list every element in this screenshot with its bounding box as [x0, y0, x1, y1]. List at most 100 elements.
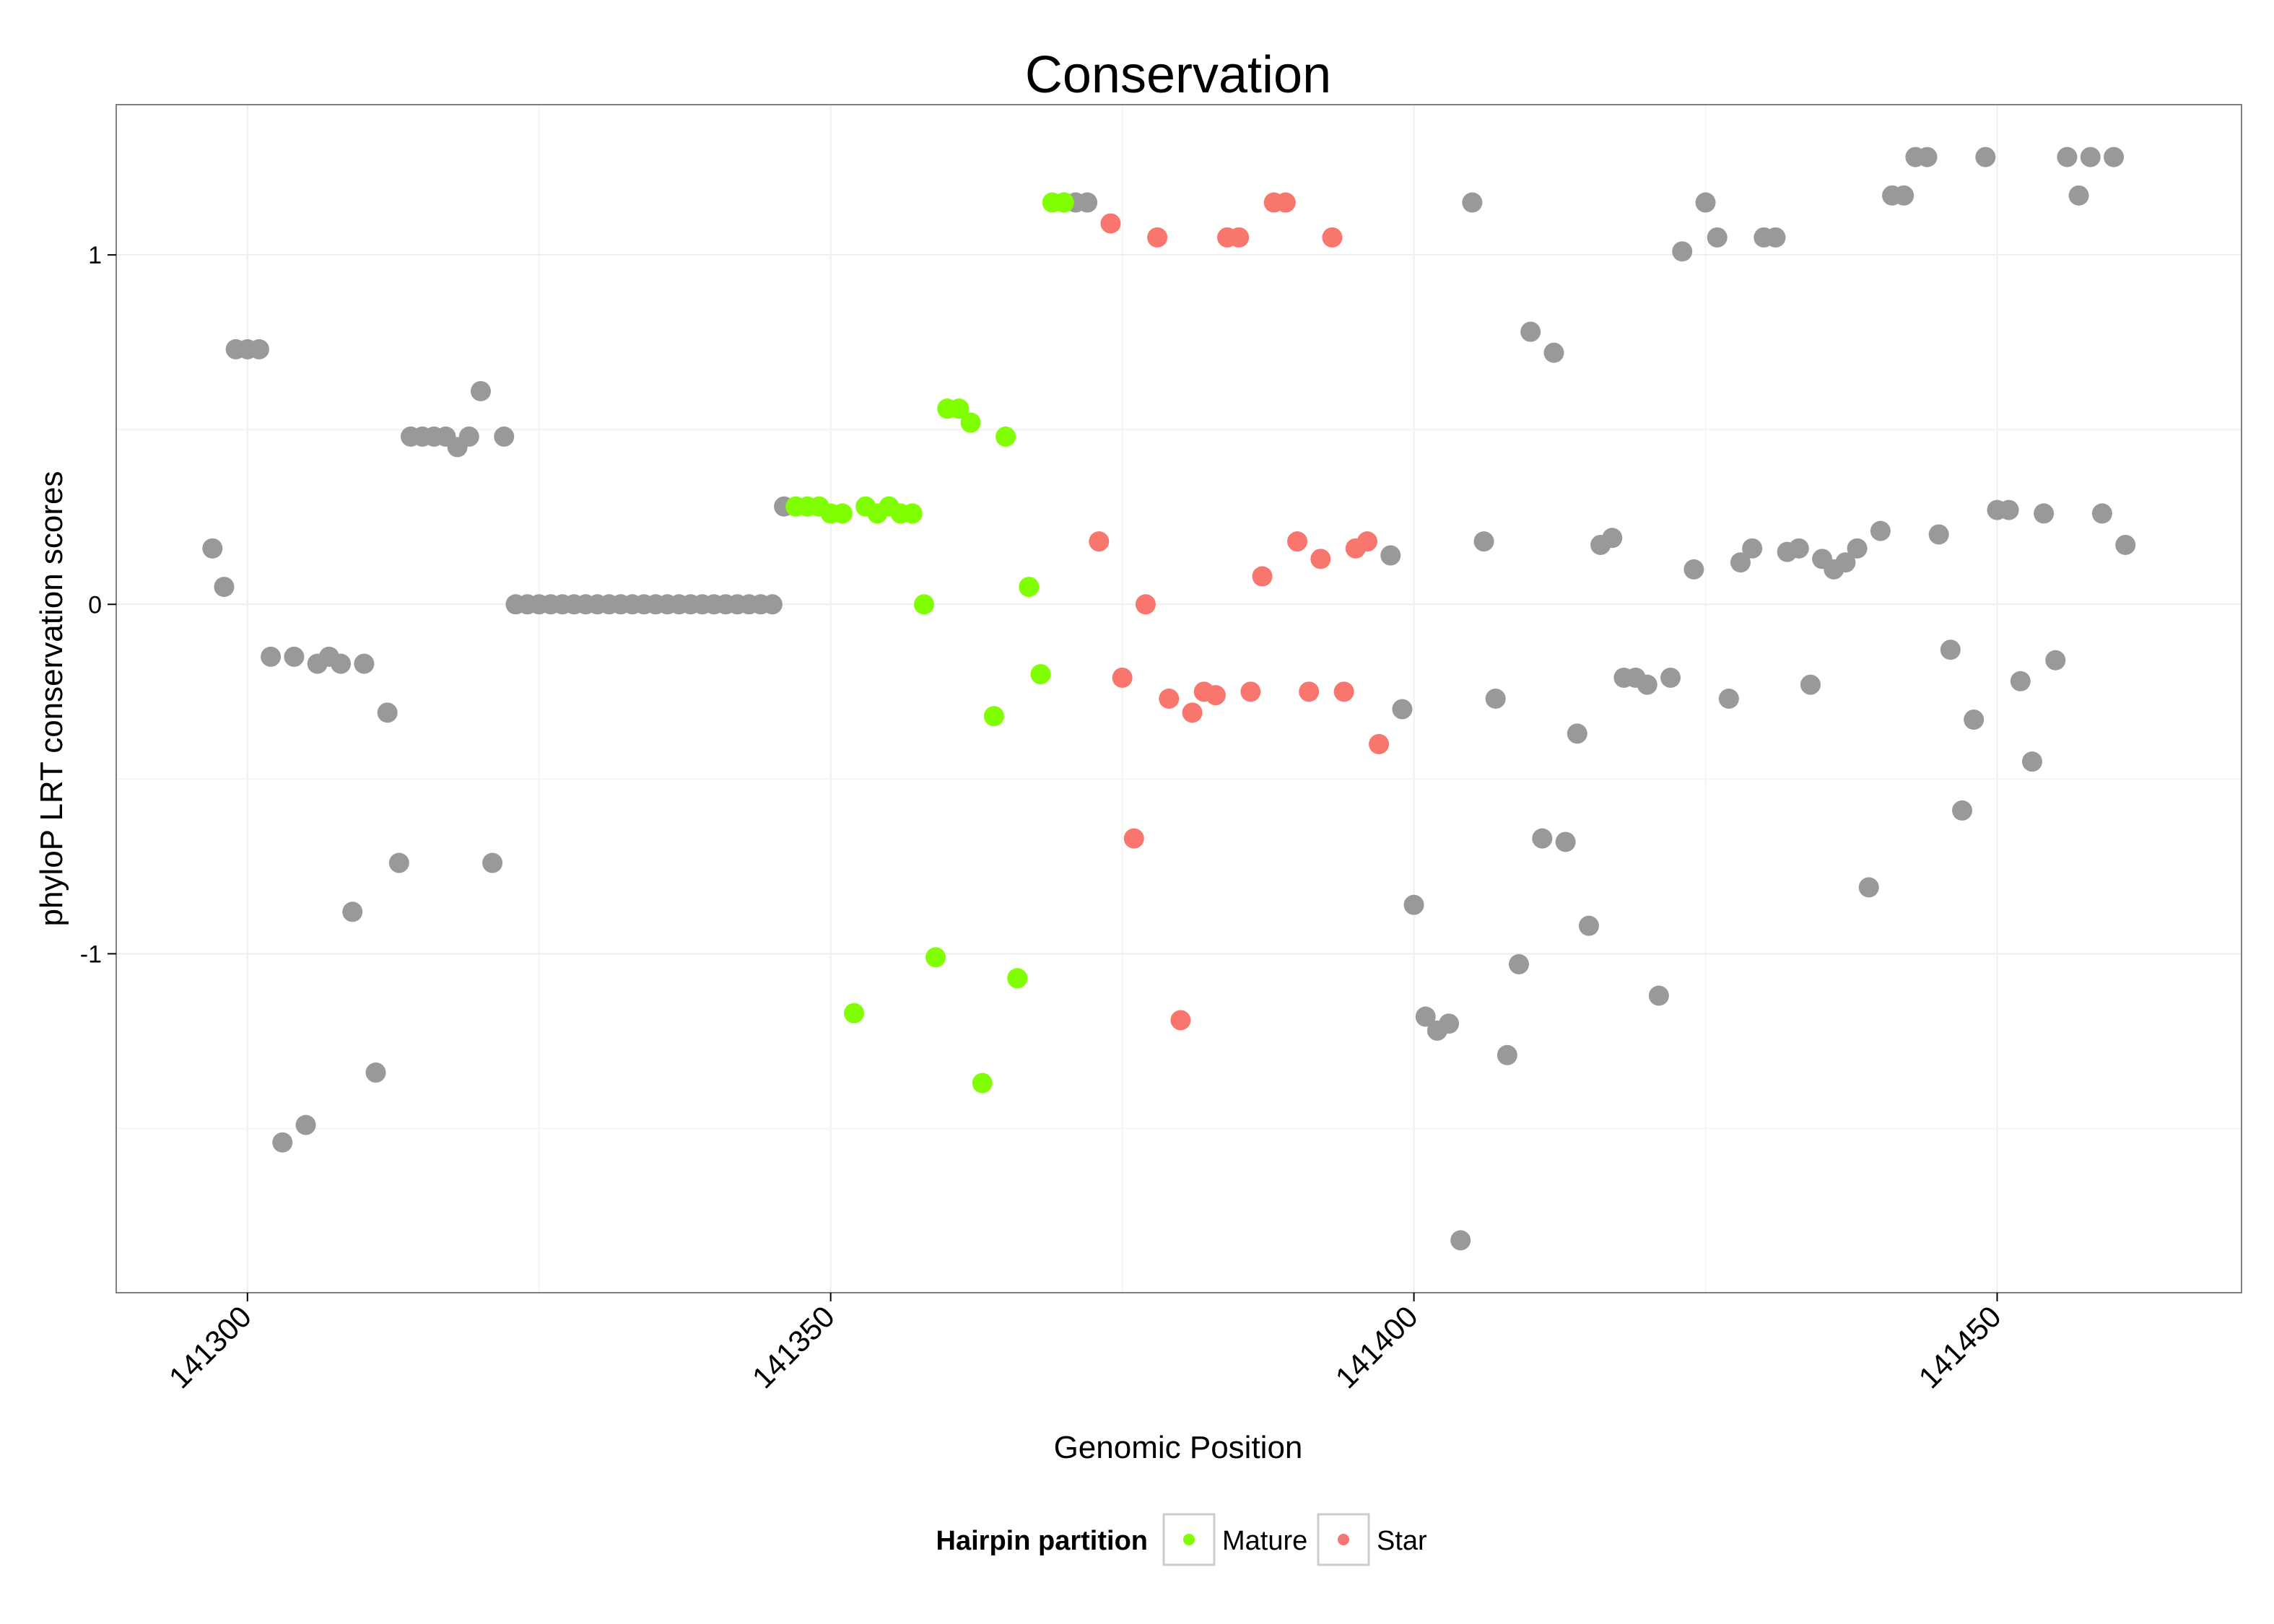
- point-star: [1275, 192, 1296, 213]
- point-star: [1112, 667, 1133, 688]
- point-other: [1707, 227, 1728, 248]
- point-star: [1229, 227, 1250, 248]
- point-star: [1322, 227, 1343, 248]
- point-other: [1497, 1044, 1517, 1065]
- point-other: [1462, 192, 1483, 213]
- y-tick-label: 0: [88, 591, 102, 619]
- point-mature: [1019, 577, 1040, 598]
- point-other: [1800, 674, 1821, 695]
- point-star: [1182, 702, 1203, 723]
- legend: Hairpin partition Mature Star: [936, 1513, 1427, 1566]
- point-star: [1369, 733, 1390, 754]
- point-other: [1567, 723, 1587, 744]
- point-star: [1135, 594, 1156, 615]
- point-other: [1485, 689, 1506, 709]
- point-other: [1392, 699, 1413, 720]
- point-other: [1917, 147, 1938, 167]
- y-axis-ticks: -1 0 1: [80, 242, 116, 968]
- point-other: [1660, 667, 1681, 688]
- point-other: [1730, 552, 1751, 573]
- point-star: [1170, 1010, 1191, 1031]
- point-other: [1683, 559, 1704, 580]
- legend-label-mature: Mature: [1222, 1526, 1307, 1556]
- point-other: [1543, 342, 1564, 363]
- point-other: [1718, 689, 1739, 709]
- point-other: [1847, 538, 1868, 559]
- point-mature: [902, 503, 923, 524]
- point-star: [1159, 689, 1180, 709]
- x-axis-title: Genomic Position: [1054, 1430, 1303, 1465]
- legend-label-star: Star: [1377, 1526, 1427, 1556]
- point-other: [1520, 321, 1541, 342]
- point-mature: [913, 594, 934, 615]
- point-other: [2010, 671, 2031, 691]
- point-other: [1648, 985, 1669, 1006]
- point-star: [1100, 213, 1121, 234]
- point-other: [482, 852, 503, 873]
- point-star: [1147, 227, 1168, 248]
- point-star: [1287, 531, 1308, 552]
- point-other: [1403, 894, 1424, 915]
- point-other: [1555, 831, 1576, 852]
- point-other: [2115, 534, 2136, 555]
- chart-title: Conservation: [1025, 46, 1331, 104]
- point-other: [470, 380, 491, 401]
- point-other: [1077, 192, 1098, 213]
- point-mature: [1030, 664, 1051, 685]
- point-other: [1765, 227, 1786, 248]
- panel-border: [116, 104, 2242, 1293]
- y-tick-label: 1: [88, 242, 102, 269]
- point-other: [1509, 953, 1530, 974]
- point-other: [762, 594, 783, 615]
- point-mature: [925, 947, 946, 968]
- point-other: [1637, 674, 1657, 695]
- y-tick-label: -1: [80, 940, 102, 968]
- point-other: [272, 1132, 293, 1153]
- y-axis-title: phyloP LRT conservation scores: [34, 471, 69, 926]
- point-other: [2045, 650, 2066, 671]
- point-other: [1870, 520, 1891, 541]
- point-mature: [983, 706, 1004, 727]
- point-other: [1450, 1230, 1471, 1251]
- point-other: [248, 339, 269, 359]
- data-points: [202, 147, 2136, 1251]
- point-other: [2034, 503, 2055, 524]
- point-other: [1742, 538, 1763, 559]
- legend-title: Hairpin partition: [936, 1526, 1148, 1556]
- point-other: [1975, 147, 1996, 167]
- point-other: [2104, 147, 2125, 167]
- point-other: [295, 1114, 316, 1135]
- legend-star-marker: [1338, 1534, 1349, 1545]
- point-star: [1299, 681, 1320, 702]
- point-other: [1415, 1006, 1436, 1027]
- point-other: [1695, 192, 1716, 213]
- point-other: [1835, 552, 1856, 573]
- point-other: [354, 653, 375, 674]
- point-mature: [1053, 192, 1074, 213]
- point-star: [1252, 566, 1273, 587]
- point-other: [365, 1062, 386, 1083]
- point-star: [1089, 531, 1110, 552]
- point-mature: [996, 426, 1016, 447]
- point-other: [458, 426, 479, 447]
- point-other: [1532, 828, 1553, 849]
- point-other: [1473, 531, 1494, 552]
- point-mature: [843, 1003, 864, 1023]
- point-other: [2068, 185, 2089, 206]
- point-star: [1240, 681, 1261, 702]
- point-other: [1998, 499, 2019, 520]
- point-other: [261, 646, 282, 667]
- point-mature: [1007, 968, 1028, 989]
- point-other: [1380, 545, 1401, 566]
- point-other: [1439, 1013, 1460, 1034]
- point-other: [1964, 710, 1985, 730]
- point-mature: [972, 1073, 993, 1093]
- point-mature: [949, 398, 970, 419]
- point-other: [214, 577, 235, 598]
- point-star: [1205, 685, 1226, 706]
- point-other: [1952, 800, 1973, 821]
- point-star: [1333, 681, 1354, 702]
- point-other: [1672, 241, 1693, 262]
